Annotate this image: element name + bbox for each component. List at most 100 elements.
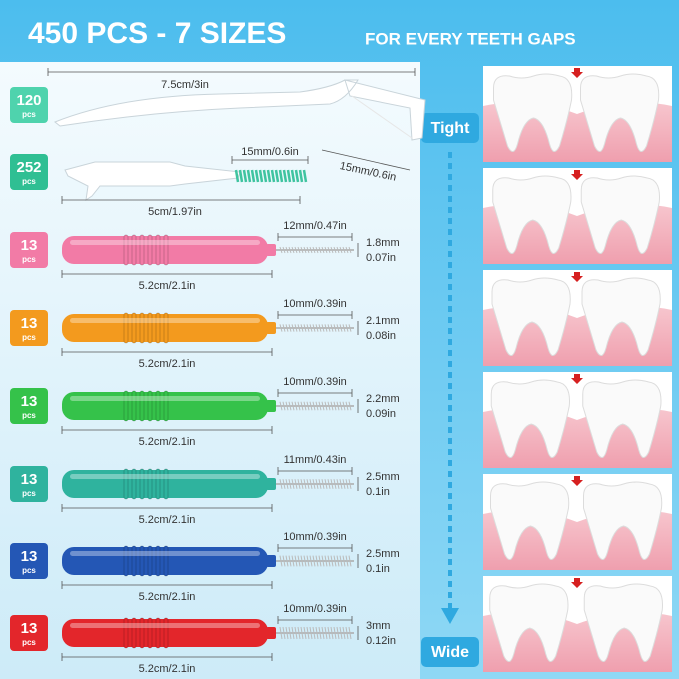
tooth — [581, 277, 661, 356]
tooth — [493, 73, 573, 152]
brush-bristle — [339, 324, 343, 332]
brush-bristle — [336, 626, 340, 640]
brush-bristle — [348, 324, 352, 332]
brush-bristle — [309, 324, 313, 332]
floss-pick — [54, 79, 426, 141]
brush-bristle — [345, 555, 349, 567]
brush-neck — [266, 627, 276, 639]
handle-rib — [155, 617, 161, 649]
brush-bristle — [294, 479, 298, 489]
count-unit: pcs — [22, 110, 36, 119]
count-unit: pcs — [22, 177, 36, 186]
diameter-mm: 2.5mm — [366, 471, 400, 483]
brush-bristle — [279, 246, 283, 254]
brush-bristle — [303, 479, 307, 489]
diameter-in: 0.08in — [366, 330, 396, 342]
brush-bristle — [333, 324, 337, 332]
brush-bristle — [333, 626, 337, 640]
brush-bristle — [288, 401, 292, 411]
brush-bristle — [327, 555, 331, 567]
handle-rib — [163, 312, 169, 344]
handle-shine — [70, 396, 260, 401]
handle-rib — [163, 234, 169, 266]
pick-bristle — [270, 169, 276, 183]
brush-bristle — [288, 626, 292, 640]
brush-bristle — [345, 246, 349, 254]
brush-bristle — [327, 246, 331, 254]
pick-bristle — [286, 169, 292, 183]
pick-bristle — [302, 169, 308, 183]
handle-rib — [155, 390, 161, 422]
length-label: 5.2cm/2.1in — [139, 591, 196, 603]
count-unit: pcs — [22, 333, 36, 342]
brush-bristle — [309, 626, 313, 640]
brush-bristle — [336, 324, 340, 332]
brush-bristle — [312, 324, 316, 332]
brush-bristle — [348, 555, 352, 567]
brush-bristle — [294, 401, 298, 411]
brush-bristle — [291, 555, 295, 567]
gap-arrow — [571, 170, 583, 180]
brush-bristle — [339, 246, 343, 254]
brush-neck — [266, 244, 276, 256]
handle-rib — [123, 468, 129, 500]
handle-rib — [155, 545, 161, 577]
handle-rib — [123, 545, 129, 577]
brush-bristle — [297, 401, 301, 411]
handle-rib — [139, 234, 145, 266]
brush-bristle — [315, 555, 319, 567]
gap-arrow — [571, 476, 583, 486]
diameter-mm: 2.5mm — [366, 548, 400, 560]
brush-bristle — [297, 324, 301, 332]
brush-bristle — [330, 555, 334, 567]
brush-bristle — [306, 324, 310, 332]
brush-bristle — [285, 555, 289, 567]
brush-bristle — [300, 555, 304, 567]
brush-bristle — [285, 324, 289, 332]
brush-bristle — [348, 246, 352, 254]
handle-shine — [70, 240, 260, 245]
scale-arrowhead — [441, 608, 459, 624]
brush-bristle — [309, 246, 313, 254]
brush-bristle — [318, 479, 322, 489]
brush-bristle — [315, 626, 319, 640]
brush-bristle — [288, 555, 292, 567]
brush-bristle — [342, 324, 346, 332]
brush-bristle — [345, 626, 349, 640]
tooth — [492, 175, 572, 254]
product-panel — [0, 62, 420, 679]
tooth — [583, 583, 663, 662]
brush-bristle — [303, 401, 307, 411]
brush-bristle — [297, 246, 301, 254]
count: 13 — [21, 315, 38, 332]
diameter-mm: 1.8mm — [366, 237, 400, 249]
brush-length-label: 10mm/0.39in — [283, 531, 347, 543]
brush-bristle — [312, 479, 316, 489]
brush-bristle — [294, 246, 298, 254]
brush-bristle — [294, 626, 298, 640]
handle-rib — [147, 312, 153, 344]
count: 13 — [21, 548, 38, 565]
brush-bristle — [309, 479, 313, 489]
gap-arrow — [571, 374, 583, 384]
brush-bristle — [303, 555, 307, 567]
handle-rib — [139, 617, 145, 649]
brush-bristle — [318, 401, 322, 411]
handle-rib — [139, 390, 145, 422]
length-label: 5.2cm/2.1in — [139, 436, 196, 448]
handle-rib — [147, 617, 153, 649]
brush-bristle — [285, 626, 289, 640]
handle-rib — [155, 468, 161, 500]
count: 120 — [16, 92, 41, 109]
teeth-column — [483, 66, 672, 672]
brush-bristle — [285, 479, 289, 489]
brush-bristle — [303, 324, 307, 332]
count-unit: pcs — [22, 566, 36, 575]
count-unit: pcs — [22, 489, 36, 498]
brush-bristle — [306, 401, 310, 411]
brush-bristle — [342, 626, 346, 640]
count: 252 — [16, 159, 41, 176]
brush-bristle — [300, 401, 304, 411]
brush-bristle — [321, 555, 325, 567]
handle-shine — [70, 551, 260, 556]
